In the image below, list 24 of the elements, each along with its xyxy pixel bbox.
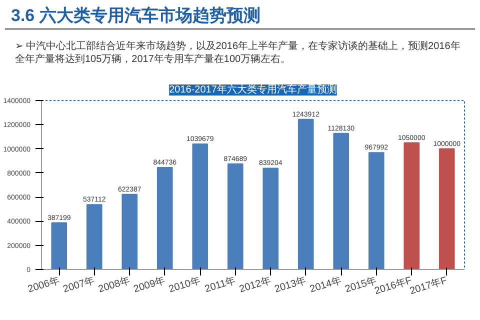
bar (438, 148, 455, 270)
bar (262, 168, 279, 270)
bar (404, 142, 420, 270)
text: 3.6 六大类专用汽车市场趋势预测 (11, 5, 260, 27)
x-tick-label: 2013年 (273, 274, 308, 296)
bar (156, 167, 173, 270)
bar (298, 118, 314, 270)
bar (368, 152, 384, 270)
text: ➢ 中汽中心北工部结合近年来市场趋势，以及2016年上半年产量，在专家访谈的基础上，预测2016年全年产量将达到105万辆，2017年专用车产量在100万辆左右。 (15, 40, 462, 66)
x-tick-label: 2007年 (62, 274, 96, 296)
bar (122, 194, 138, 270)
bar (51, 222, 68, 270)
bar (227, 163, 244, 270)
x-tick-label: 2006年 (26, 274, 61, 296)
bar (86, 204, 102, 270)
x-tick-label: 2012年 (238, 274, 272, 296)
bar (333, 132, 350, 270)
x-tick-label: 2014年 (308, 274, 343, 296)
chart-title: 2016-2017年六大类专用汽车产量预测 (169, 84, 337, 96)
x-tick-label: 2011年 (203, 274, 238, 296)
x-tick-label: 2009年 (132, 274, 167, 296)
x-tick-label: 2010年 (167, 274, 202, 296)
x-tick-label: 2008年 (96, 274, 132, 296)
bar (192, 143, 208, 270)
